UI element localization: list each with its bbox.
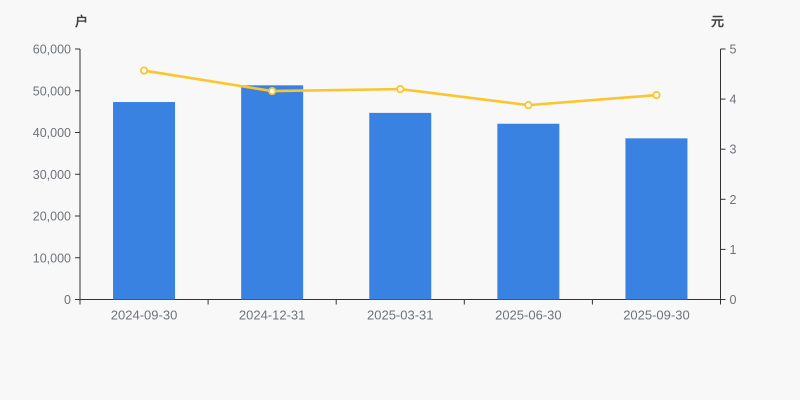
left-axis-tick-label: 50,000 [33,84,71,98]
bar[interactable] [625,138,688,300]
right-axis-tick-label: 2 [730,193,737,207]
line-point[interactable] [139,66,149,75]
right-axis-title: 元 [711,14,725,29]
left-axis-tick-label: 60,000 [33,43,71,57]
left-axis-tick-label: 20,000 [33,210,71,224]
right-axis-tick-label: 5 [730,43,737,57]
x-axis-category-label: 2025-06-30 [495,308,562,323]
x-axis-category-label: 2025-09-30 [623,308,690,323]
x-axis-category-label: 2024-09-30 [111,308,178,323]
left-axis-tick-label: 10,000 [33,251,71,265]
bar[interactable] [369,112,432,300]
line-point[interactable] [268,86,277,96]
x-axis-category-label: 2024-12-31 [239,308,306,323]
left-axis-tick-label: 30,000 [33,168,71,182]
right-axis-tick-label: 0 [730,293,737,307]
bar[interactable] [241,85,304,300]
left-axis-title: 户 [75,14,89,29]
line-point[interactable] [396,84,405,94]
left-axis-tick-label: 40,000 [33,126,71,140]
bar[interactable] [497,123,560,300]
left-axis-tick-label: 0 [64,293,71,307]
right-axis-tick-label: 1 [730,243,737,257]
x-axis-category-label: 2025-03-31 [367,308,434,323]
bar[interactable] [113,102,176,300]
line-point[interactable] [652,90,661,100]
right-axis-tick-label: 4 [730,93,737,107]
right-axis-tick-label: 3 [730,143,737,157]
line-point[interactable] [524,101,533,110]
